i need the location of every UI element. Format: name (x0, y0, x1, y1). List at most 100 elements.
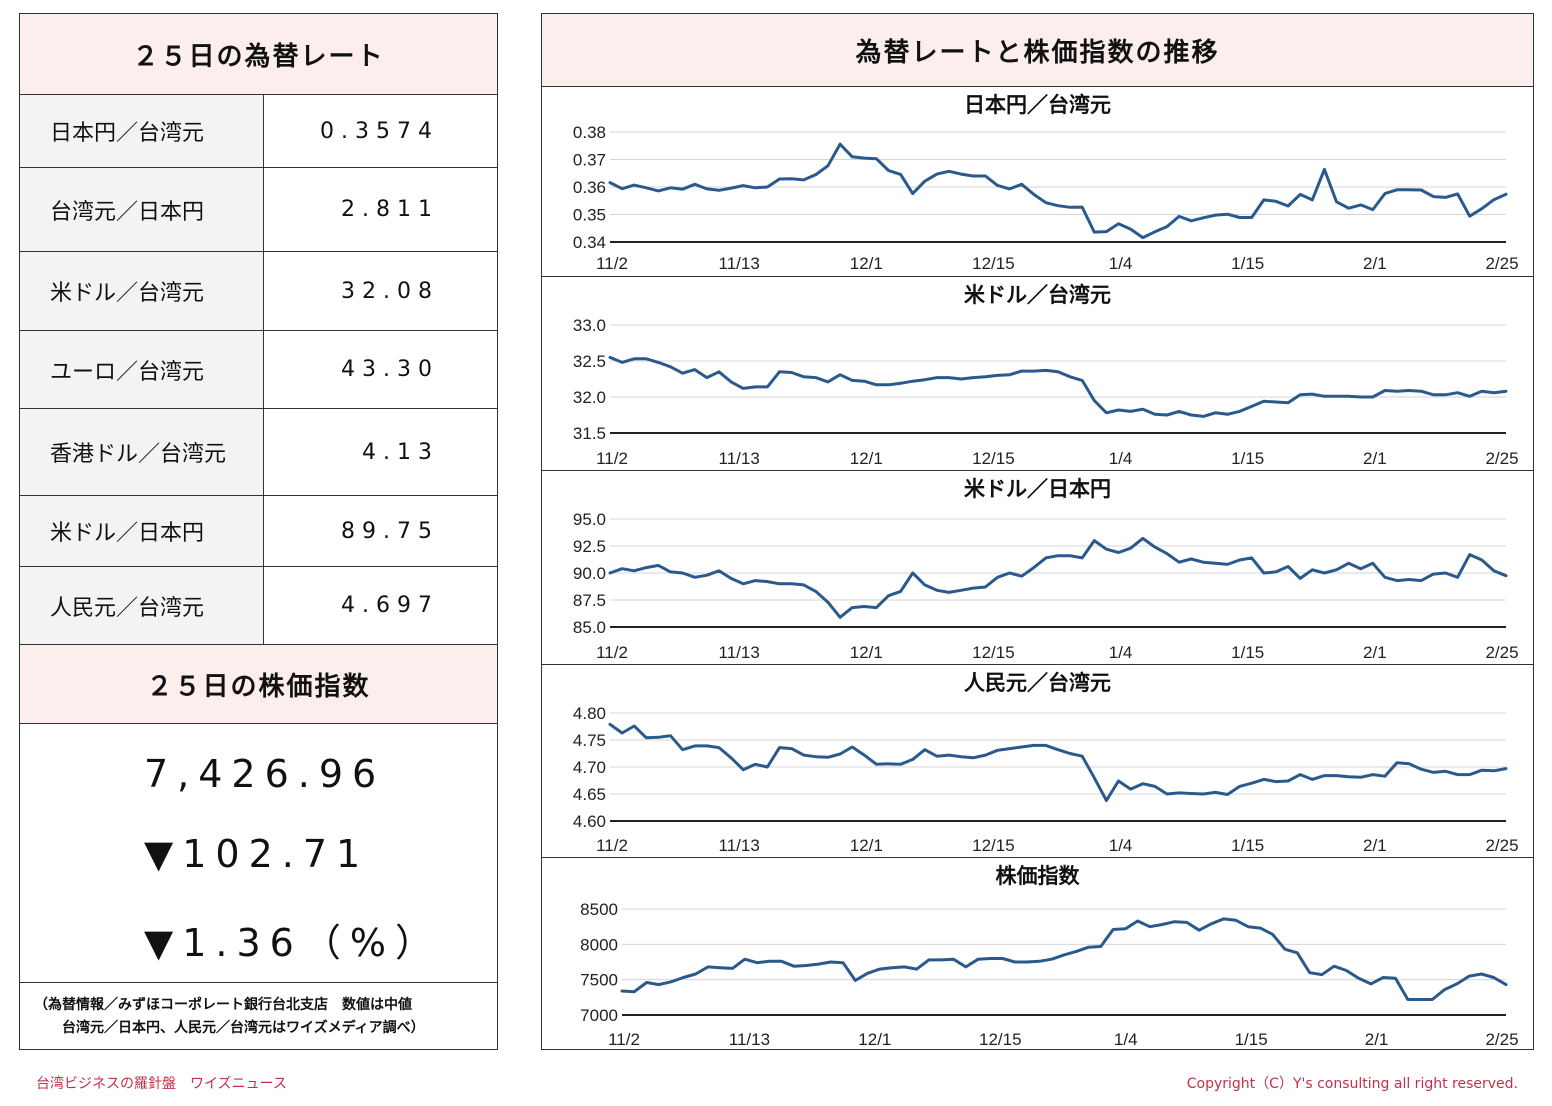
x-tick-label: 12/1 (850, 643, 883, 662)
x-tick-label: 12/1 (850, 449, 883, 468)
stock-panel-title: ２５日の株価指数 (20, 644, 497, 724)
x-tick-label: 2/1 (1365, 1030, 1389, 1049)
x-tick-label: 12/15 (972, 836, 1015, 855)
rate-value: 89.75 (341, 518, 439, 544)
rate-label: 米ドル／台湾元 (20, 252, 264, 330)
charts-panel: 為替レートと株価指数の推移 日本円／台湾元 0.34 0.35 0.36 0.37 0.… (541, 13, 1534, 1050)
x-tick-label: 2/1 (1363, 254, 1387, 273)
chart-svg: 7000 7500 8000 8500 11/2 11/13 12/1 12/15 1/4 1/1… (580, 900, 1518, 1049)
chart-title: 米ドル／日本円 (964, 477, 1111, 501)
rate-row-usd-jpy: 米ドル／日本円 89.75 (20, 495, 497, 566)
rate-label: 人民元／台湾元 (20, 567, 264, 644)
y-tick-label: 85.0 (573, 618, 606, 637)
x-tick-label: 1/15 (1231, 254, 1264, 273)
chart-title: 米ドル／台湾元 (964, 283, 1111, 307)
x-tick-label: 12/15 (979, 1030, 1022, 1049)
y-tick-label: 4.60 (573, 812, 606, 831)
y-tick-label: 4.65 (573, 785, 606, 804)
note-divider (20, 982, 497, 983)
stock-index-value: 7,426.96 (144, 752, 386, 796)
chart-title: 日本円／台湾元 (964, 93, 1111, 117)
chart-title: 株価指数 (995, 864, 1080, 888)
y-tick-label: 33.0 (573, 316, 606, 335)
x-tick-label: 11/13 (719, 643, 760, 662)
rates-panel: ２５日の為替レート 日本円／台湾元 0.3574 台湾元／日本円 2.811 米… (19, 13, 498, 1050)
rate-value: 0.3574 (320, 118, 439, 144)
chart-jpy-twd: 日本円／台湾元 0.34 0.35 0.36 0.37 0.38 11/2 11/13 12/… (542, 87, 1533, 276)
y-tick-label: 7000 (580, 1006, 618, 1025)
y-tick-label: 32.0 (573, 388, 606, 407)
y-tick-label: 90.0 (573, 564, 606, 583)
x-tick-label: 12/1 (850, 254, 883, 273)
rate-label: 米ドル／日本円 (20, 496, 264, 566)
x-tick-label: 11/2 (596, 449, 628, 468)
y-tick-label: 32.5 (573, 352, 606, 371)
rate-label: ユーロ／台湾元 (20, 331, 264, 408)
x-tick-label: 1/4 (1109, 254, 1133, 273)
x-tick-label: 2/1 (1363, 836, 1387, 855)
x-tick-label: 12/15 (972, 254, 1015, 273)
x-tick-label: 12/1 (850, 836, 883, 855)
x-tick-label: 1/15 (1235, 1030, 1268, 1049)
x-tick-label: 11/2 (608, 1030, 640, 1049)
chart-usd-jpy: 米ドル／日本円 85.0 87.5 90.0 92.5 95.0 11/2 11/13 12/… (542, 470, 1533, 664)
x-tick-label: 1/4 (1109, 449, 1133, 468)
x-tick-label: 2/25 (1485, 643, 1518, 662)
x-tick-label: 11/13 (719, 254, 760, 273)
x-tick-label: 11/13 (729, 1030, 770, 1049)
x-tick-label: 12/1 (858, 1030, 891, 1049)
y-tick-label: 0.36 (573, 178, 606, 197)
rate-row-eur-twd: ユーロ／台湾元 43.30 (20, 330, 497, 408)
chart-title: 人民元／台湾元 (964, 671, 1111, 695)
rate-row-cny-twd: 人民元／台湾元 4.697 (20, 566, 497, 644)
y-tick-label: 0.35 (573, 206, 606, 225)
x-tick-label: 11/13 (719, 836, 760, 855)
y-tick-label: 87.5 (573, 591, 606, 610)
rate-value: 4.13 (362, 439, 439, 465)
footer-copyright: Copyright（C）Y's consulting all right res… (1186, 1076, 1518, 1092)
y-tick-label: 95.0 (573, 510, 606, 529)
series-line (608, 355, 1508, 418)
y-tick-label: 4.75 (573, 731, 606, 750)
series-line (620, 917, 1508, 1001)
x-tick-label: 1/15 (1231, 643, 1264, 662)
stock-index-change-pct: ▼1.36（%） (144, 921, 442, 965)
chart-svg: 4.60 4.65 4.70 4.75 4.80 11/2 11/13 12/1 12/15 1/… (573, 704, 1519, 855)
rate-label: 香港ドル／台湾元 (20, 409, 264, 495)
chart-svg: 31.5 32.0 32.5 33.0 11/2 11/13 12/1 12/15 1/4 1/1… (573, 316, 1519, 468)
x-tick-label: 1/4 (1114, 1030, 1138, 1049)
x-tick-label: 2/1 (1363, 449, 1387, 468)
chart-stock-index: 株価指数 7000 7500 8000 8500 11/2 11/13 12/1 12/15 1… (542, 857, 1533, 1049)
y-tick-label: 0.37 (573, 151, 606, 170)
y-tick-label: 8000 (580, 935, 618, 954)
y-tick-label: 92.5 (573, 537, 606, 556)
rate-row-twd-jpy: 台湾元／日本円 2.811 (20, 167, 497, 251)
y-tick-label: 31.5 (573, 424, 606, 443)
x-tick-label: 2/25 (1485, 449, 1518, 468)
source-note-line2: 台湾元／日本円、人民元／台湾元はワイズメディア調べ） (62, 1020, 425, 1036)
rate-row-usd-twd: 米ドル／台湾元 32.08 (20, 251, 497, 330)
x-tick-label: 1/15 (1231, 449, 1264, 468)
source-note-line1: （為替情報／みずほコーポレート銀行台北支店 数値は中値 (34, 997, 412, 1013)
x-tick-label: 2/25 (1485, 836, 1518, 855)
y-tick-label: 4.70 (573, 758, 606, 777)
chart-cny-twd: 人民元／台湾元 4.60 4.65 4.70 4.75 4.80 11/2 11/13 12/… (542, 664, 1533, 857)
charts-panel-title: 為替レートと株価指数の推移 (542, 14, 1533, 87)
x-tick-label: 2/25 (1485, 254, 1518, 273)
rate-value: 43.30 (341, 357, 439, 382)
x-tick-label: 2/1 (1363, 643, 1387, 662)
x-tick-label: 11/2 (596, 254, 628, 273)
rate-row-hkd-twd: 香港ドル／台湾元 4.13 (20, 408, 497, 495)
rate-label: 日本円／台湾元 (20, 95, 264, 167)
y-tick-label: 8500 (580, 900, 618, 919)
rate-label: 台湾元／日本円 (20, 168, 264, 251)
series-line (608, 722, 1508, 802)
y-tick-label: 0.38 (573, 123, 606, 142)
x-tick-label: 12/15 (972, 643, 1015, 662)
chart-svg: 85.0 87.5 90.0 92.5 95.0 11/2 11/13 12/1 12/15 1/… (573, 510, 1519, 662)
y-tick-label: 4.80 (573, 704, 606, 723)
stock-index-change: ▼102.71 (144, 832, 370, 876)
series-line (608, 536, 1508, 619)
x-tick-label: 1/4 (1109, 836, 1133, 855)
chart-svg: 0.34 0.35 0.36 0.37 0.38 11/2 11/13 12/1 12/15 1/… (573, 123, 1519, 273)
